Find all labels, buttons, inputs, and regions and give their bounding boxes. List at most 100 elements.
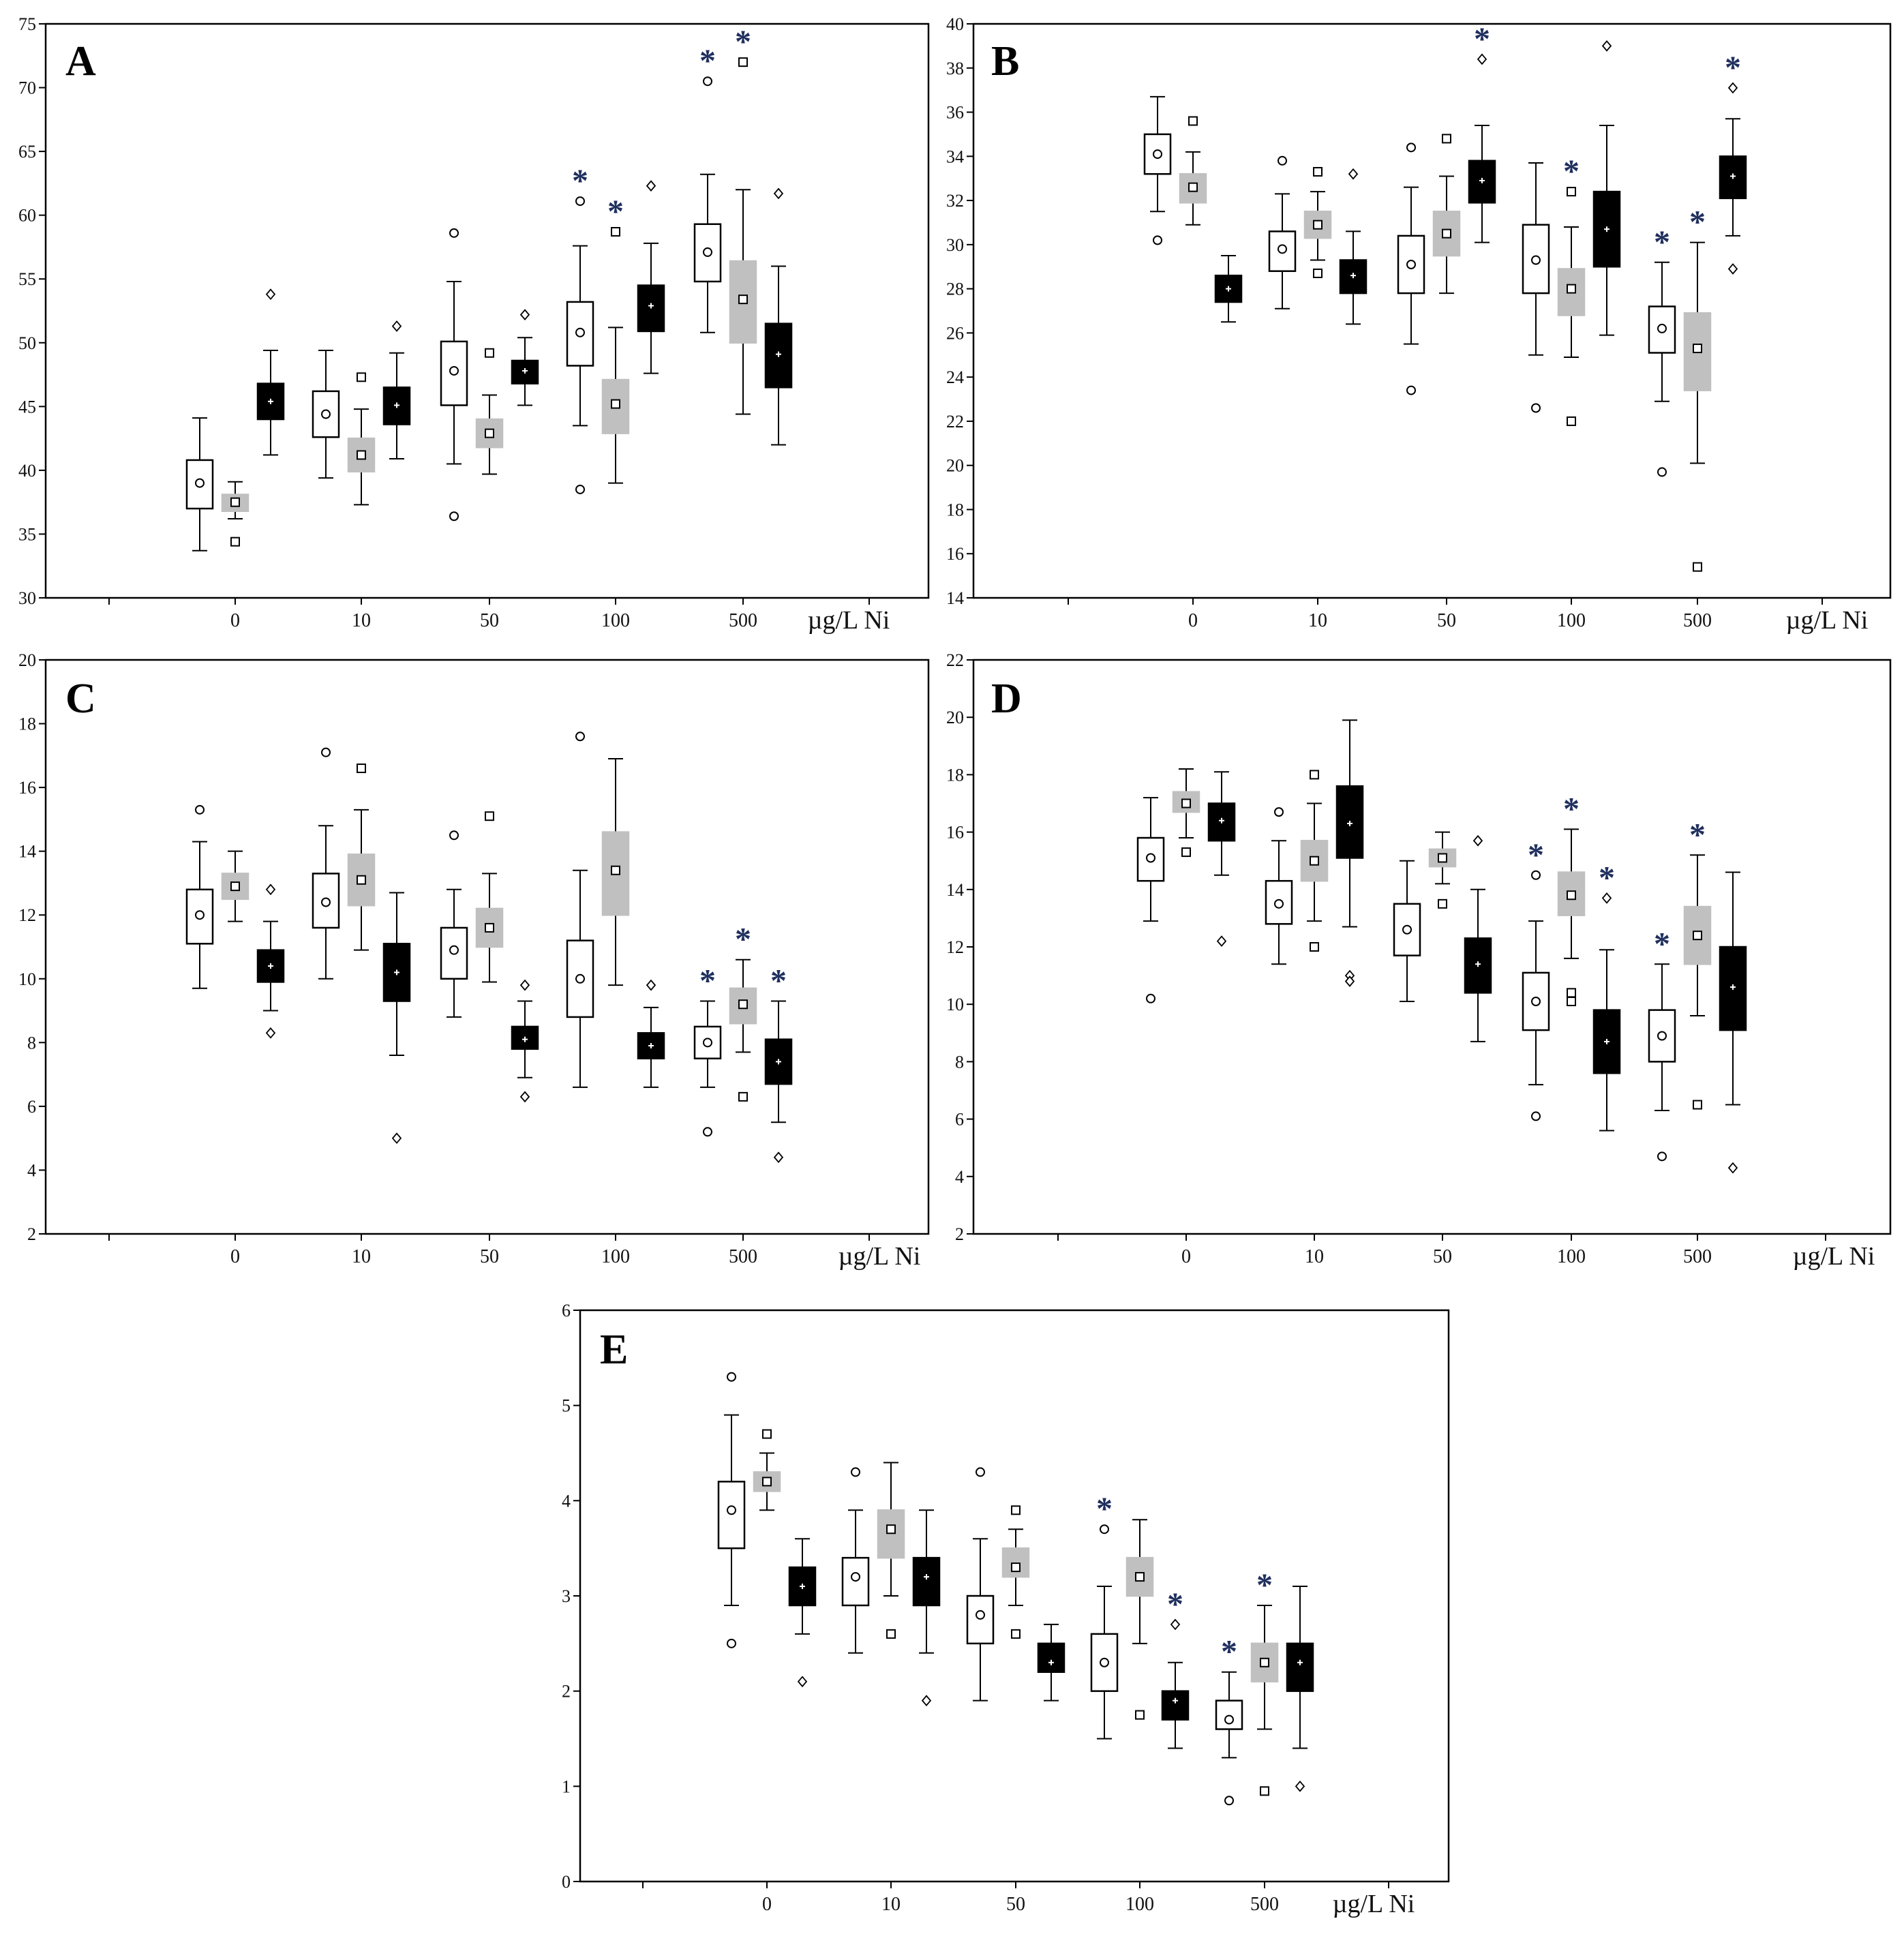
significance-star: * (1689, 205, 1706, 241)
median-marker (485, 922, 494, 933)
outlier-point (738, 1091, 748, 1102)
outlier-point (1310, 770, 1319, 780)
box-iqr (1136, 836, 1165, 882)
y-tick-label: 65 (18, 142, 36, 162)
outlier-point (1531, 1111, 1541, 1121)
box-iqr (256, 949, 285, 983)
panel-d: D 2 4 6 8 10 12 14 16 18 20 22 0 10 50 100 500 µg/L Ni * * *… (946, 650, 1892, 1271)
significance-star: * (1599, 860, 1615, 896)
significance-star: * (735, 24, 751, 60)
outlier-point (976, 1467, 985, 1477)
outlier-point (265, 288, 276, 301)
box-white (1393, 860, 1421, 1002)
box-black: * (1719, 50, 1747, 275)
box-grey (347, 764, 376, 951)
box-grey: * (729, 922, 757, 1102)
box-white (966, 1467, 995, 1702)
box-black (637, 180, 665, 374)
median-marker (851, 1572, 860, 1582)
box-black (511, 979, 539, 1103)
box-black (382, 892, 411, 1145)
outlier-point (1727, 82, 1738, 94)
box-grey (1172, 768, 1200, 858)
median-marker (727, 1505, 736, 1515)
median-marker (1567, 284, 1576, 294)
y-tick-label: 32 (946, 191, 964, 211)
x-category-label: 10 (352, 610, 371, 631)
outlier-point (1442, 134, 1451, 144)
y-tick-label: 1 (562, 1777, 571, 1796)
median-marker (886, 1524, 896, 1535)
median-marker (357, 450, 366, 460)
outlier-point (797, 1676, 808, 1688)
box-white (566, 731, 594, 1088)
box-iqr (1037, 1642, 1066, 1673)
y-tick-label: 55 (18, 269, 36, 289)
box-iqr (1179, 172, 1207, 204)
box-grey (221, 850, 250, 922)
outlier-point (1657, 467, 1667, 477)
median-marker (1406, 259, 1416, 269)
x-category-label: 50 (480, 1246, 499, 1267)
box-white: * (1215, 1634, 1243, 1806)
median-marker (195, 478, 205, 488)
outlier-point (1216, 935, 1227, 947)
y-tick-label: 3 (562, 1586, 571, 1606)
y-tick-label: 14 (18, 842, 36, 862)
box-black (1464, 834, 1492, 1042)
y-tick-label: 18 (946, 500, 964, 519)
plot-frame (44, 659, 930, 1235)
y-tick-label: 26 (946, 323, 964, 343)
panel-label: B (991, 38, 1019, 85)
outlier-point (391, 320, 402, 332)
y-tick-label: 5 (562, 1396, 571, 1416)
outlier-point (265, 1027, 276, 1039)
box-black (1719, 871, 1747, 1174)
y-tick-label: 50 (18, 333, 36, 353)
outlier-point (1472, 834, 1483, 847)
outlier-point (646, 979, 656, 991)
outlier-point (1153, 235, 1162, 245)
box-iqr (1428, 848, 1457, 868)
outlier-point (1181, 847, 1191, 858)
box-grey: * (1557, 153, 1586, 426)
box-iqr (185, 459, 214, 510)
outlier-point (1567, 416, 1576, 426)
box-white: * (1522, 837, 1550, 1121)
x-category-label: 50 (1433, 1246, 1452, 1267)
median-marker (1181, 798, 1191, 809)
y-tick-label: 12 (18, 905, 36, 925)
median-marker (1402, 924, 1412, 935)
median-marker (1100, 1657, 1109, 1667)
box-black (1286, 1586, 1314, 1792)
box-grey (221, 481, 250, 547)
median-marker (976, 1610, 985, 1620)
outlier-point (1011, 1505, 1021, 1515)
significance-star: * (770, 963, 787, 999)
y-tick-label: 38 (946, 59, 964, 78)
significance-star: * (699, 43, 716, 79)
significance-star: * (1167, 1586, 1183, 1622)
median-marker (1313, 220, 1323, 230)
y-tick-label: 2 (955, 1224, 964, 1244)
box-black: * (1468, 21, 1496, 243)
outlier-point (449, 511, 459, 522)
plot-frame (44, 22, 930, 599)
significance-star: * (572, 163, 588, 199)
outlier-point (575, 731, 585, 742)
outlier-point (1531, 870, 1541, 880)
outlier-point (1727, 263, 1738, 275)
outlier-point (762, 1429, 772, 1439)
outlier-point (773, 1151, 784, 1164)
outlier-point (1693, 562, 1702, 572)
box-white (312, 747, 340, 980)
box-grey: * (1683, 205, 1712, 572)
box-white (1143, 95, 1172, 245)
outlier-point (921, 1695, 932, 1707)
x-axis-unit-label: µg/L Ni (1793, 1242, 1875, 1271)
significance-star: * (1096, 1491, 1113, 1527)
outlier-point (1188, 116, 1198, 126)
median-marker (575, 327, 585, 337)
outlier-point (1727, 1162, 1738, 1174)
box-black (788, 1538, 817, 1688)
